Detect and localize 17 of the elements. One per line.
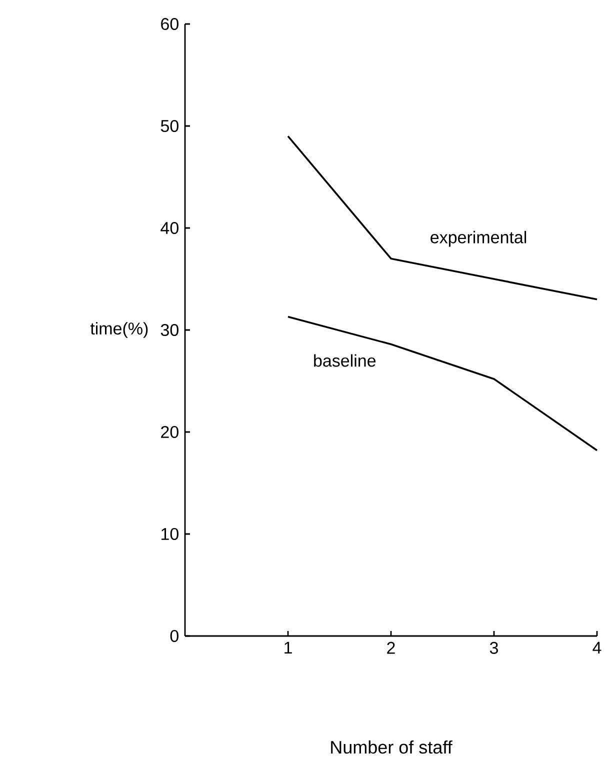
series-label: experimental: [430, 230, 526, 247]
x-tick-label: 3: [490, 642, 498, 654]
x-axis-title: Number of staff: [330, 740, 452, 754]
y-tick-label: 30: [160, 324, 178, 336]
y-tick-label: 50: [160, 120, 178, 132]
y-tick-label: 40: [160, 222, 178, 234]
x-tick-label: 4: [592, 642, 602, 654]
y-tick-label: 0: [170, 630, 178, 642]
x-tick-label: 2: [386, 642, 395, 654]
y-tick-label: 20: [160, 426, 178, 438]
series-label: baseline: [314, 354, 376, 367]
y-tick-label: 60: [160, 18, 178, 30]
y-axis-title: time(%): [90, 322, 148, 338]
x-tick-label: 1: [284, 642, 292, 654]
line-series: [286, 135, 598, 300]
y-tick-label: 10: [161, 528, 178, 540]
line-series: [286, 316, 598, 452]
